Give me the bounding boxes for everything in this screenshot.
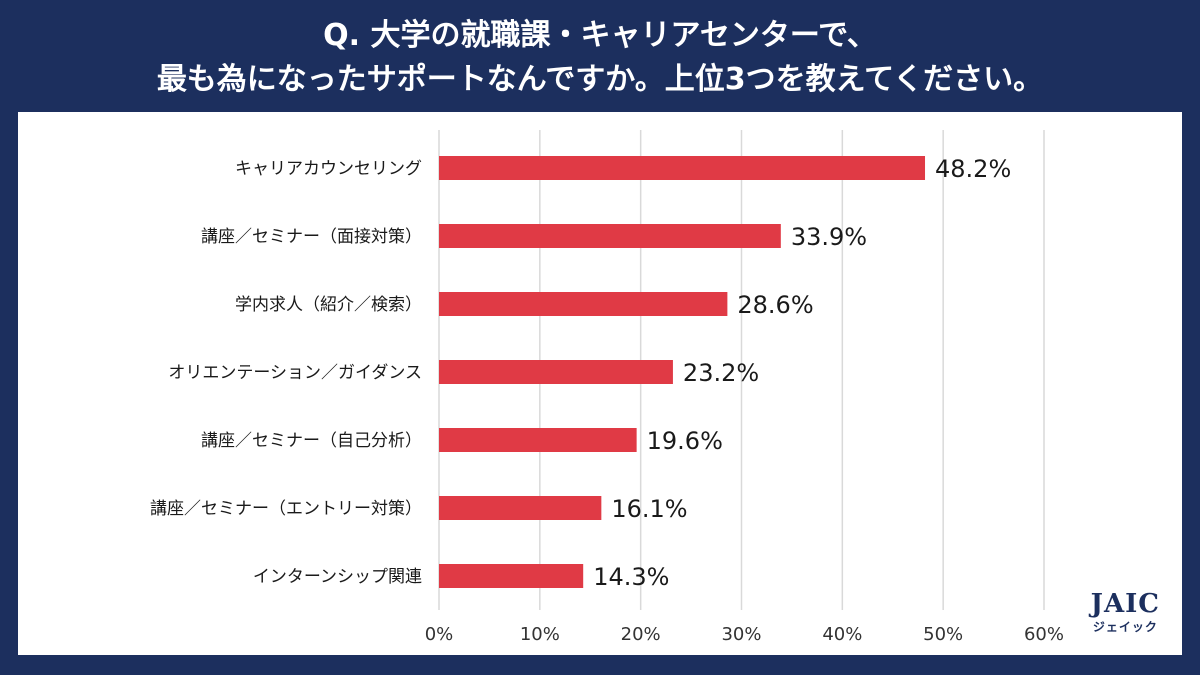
category-label: 講座／セミナー（自己分析） xyxy=(201,431,422,451)
category-label: オリエンテーション／ガイダンス xyxy=(168,363,422,383)
x-tick-label: 20% xyxy=(621,624,661,645)
bar xyxy=(439,428,637,452)
category-label: キャリアカウンセリング xyxy=(235,159,422,179)
title-line-1: Q. 大学の就職課・キャリアセンターで、 xyxy=(323,18,877,53)
bar xyxy=(439,292,728,316)
logo-sub-text: ジェイック xyxy=(1092,620,1158,634)
data-label: 14.3% xyxy=(593,563,669,591)
chart-title: Q. 大学の就職課・キャリアセンターで、 最も為になったサポートなんですか。上位… xyxy=(0,14,1200,102)
category-label: 講座／セミナー（エントリー対策） xyxy=(150,499,422,519)
category-label: インターンシップ関連 xyxy=(253,567,422,587)
data-label: 19.6% xyxy=(647,427,723,455)
x-tick-label: 0% xyxy=(425,624,454,645)
bar xyxy=(439,156,926,180)
data-label: 28.6% xyxy=(737,291,813,319)
bar-chart: 0% 10% 20% 30% 40% 50% 60% キャリアカウンセリング 48.2% 講座／セ… xyxy=(150,130,1064,645)
category-label: 学内求人（紹介／検索） xyxy=(235,295,422,315)
data-label: 33.9% xyxy=(791,223,867,251)
x-tick-label: 40% xyxy=(822,624,862,645)
chart-panel: 0% 10% 20% 30% 40% 50% 60% キャリアカウンセリング 48.2% 講座／セ… xyxy=(18,112,1182,655)
title-line-2: 最も為になったサポートなんですか。上位3つを教えてください。 xyxy=(156,62,1044,97)
category-label: 講座／セミナー（面接対策） xyxy=(201,227,422,247)
x-tick-label: 50% xyxy=(923,624,963,645)
bar xyxy=(439,564,584,588)
x-tick-label: 30% xyxy=(721,624,761,645)
bar xyxy=(439,224,781,248)
x-tick-label: 10% xyxy=(520,624,560,645)
data-label: 23.2% xyxy=(683,359,759,387)
bar xyxy=(439,360,673,384)
jaic-logo: JAIC ジェイック xyxy=(1091,590,1160,635)
x-tick-label: 60% xyxy=(1024,624,1064,645)
data-label: 16.1% xyxy=(611,495,687,523)
data-label: 48.2% xyxy=(935,155,1011,183)
bar xyxy=(439,496,602,520)
logo-main-text: JAIC xyxy=(1090,589,1160,619)
